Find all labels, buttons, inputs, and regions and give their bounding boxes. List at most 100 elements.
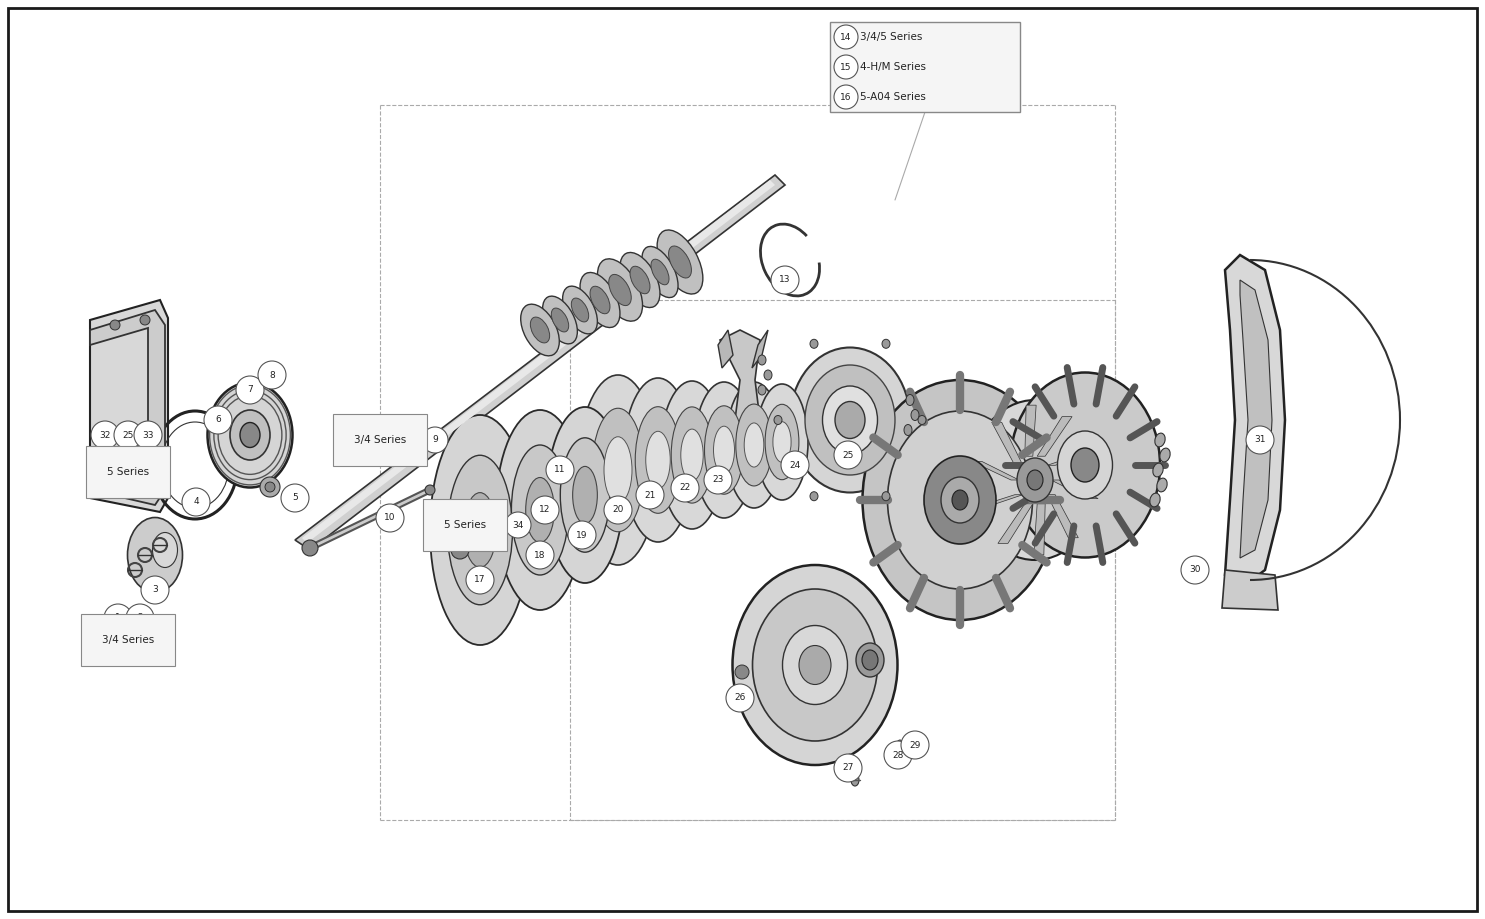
Circle shape [835,754,861,782]
Circle shape [546,456,575,484]
Ellipse shape [463,493,496,567]
Ellipse shape [597,259,643,321]
Ellipse shape [805,365,895,475]
Ellipse shape [431,415,530,645]
Text: 6: 6 [215,415,221,425]
Text: 13: 13 [780,276,790,285]
Circle shape [636,481,664,509]
Circle shape [104,604,132,632]
Text: 22: 22 [679,483,691,493]
Ellipse shape [952,490,968,510]
Ellipse shape [636,407,680,514]
Ellipse shape [624,378,693,542]
Ellipse shape [563,286,597,334]
Ellipse shape [530,317,549,343]
Ellipse shape [572,298,588,322]
Ellipse shape [693,382,754,518]
Text: 27: 27 [842,764,854,773]
Circle shape [771,266,799,294]
Ellipse shape [863,380,1057,620]
Circle shape [258,361,287,389]
Text: 3/4 Series: 3/4 Series [353,435,405,445]
Ellipse shape [496,410,584,610]
Ellipse shape [757,385,766,395]
Polygon shape [1240,280,1273,558]
Ellipse shape [668,246,692,278]
Circle shape [503,519,517,533]
Ellipse shape [578,375,658,565]
Circle shape [901,731,930,759]
Circle shape [884,741,912,769]
Ellipse shape [551,308,569,332]
Ellipse shape [1155,433,1166,447]
Ellipse shape [1157,478,1167,492]
Circle shape [425,485,435,495]
Circle shape [604,496,633,524]
Ellipse shape [757,355,766,365]
Circle shape [140,315,150,325]
Ellipse shape [735,404,772,486]
Polygon shape [719,330,734,368]
Ellipse shape [704,406,744,494]
Ellipse shape [918,415,927,425]
Ellipse shape [153,532,178,568]
Ellipse shape [590,286,610,313]
Polygon shape [296,175,786,550]
Ellipse shape [756,384,808,500]
Ellipse shape [621,253,659,308]
Ellipse shape [897,740,903,750]
Circle shape [91,421,119,449]
Ellipse shape [208,382,293,487]
Ellipse shape [941,477,979,523]
Circle shape [126,604,154,632]
Ellipse shape [1152,463,1163,477]
Ellipse shape [732,565,897,765]
Polygon shape [992,422,1023,465]
Circle shape [376,504,404,532]
Text: 5 Series: 5 Series [107,467,148,477]
Text: 16: 16 [841,93,852,101]
Polygon shape [998,504,1034,543]
Circle shape [1246,426,1274,454]
Ellipse shape [904,425,912,436]
Text: 28: 28 [892,751,904,759]
Text: 2: 2 [137,614,143,622]
Polygon shape [1047,494,1078,538]
Text: 15: 15 [841,62,852,72]
Circle shape [567,521,595,549]
Ellipse shape [809,492,818,501]
Circle shape [264,482,275,492]
Ellipse shape [851,774,858,786]
Ellipse shape [511,445,569,575]
Text: 18: 18 [535,550,546,560]
Ellipse shape [846,754,854,766]
Text: 4-H/M Series: 4-H/M Series [860,62,927,72]
Circle shape [1181,556,1209,584]
Circle shape [466,566,495,594]
Circle shape [183,488,209,516]
Ellipse shape [1160,448,1170,462]
Ellipse shape [910,410,919,421]
Ellipse shape [906,394,913,405]
Ellipse shape [861,650,878,670]
Ellipse shape [970,400,1100,560]
Ellipse shape [1149,494,1160,507]
Text: 3/4/5 Series: 3/4/5 Series [860,32,922,42]
Polygon shape [91,310,165,505]
Ellipse shape [744,423,763,467]
Ellipse shape [604,437,633,504]
Ellipse shape [713,426,735,474]
Text: 8: 8 [269,370,275,380]
Ellipse shape [658,230,702,294]
Ellipse shape [671,407,713,503]
Text: 5-A04 Series: 5-A04 Series [860,92,925,102]
Circle shape [671,474,699,502]
Text: 29: 29 [909,741,921,750]
Text: 32: 32 [99,430,111,439]
Ellipse shape [888,411,1032,589]
Circle shape [422,427,448,453]
Ellipse shape [659,381,725,529]
Circle shape [146,480,154,490]
Text: 33: 33 [143,430,154,439]
Ellipse shape [609,275,631,306]
